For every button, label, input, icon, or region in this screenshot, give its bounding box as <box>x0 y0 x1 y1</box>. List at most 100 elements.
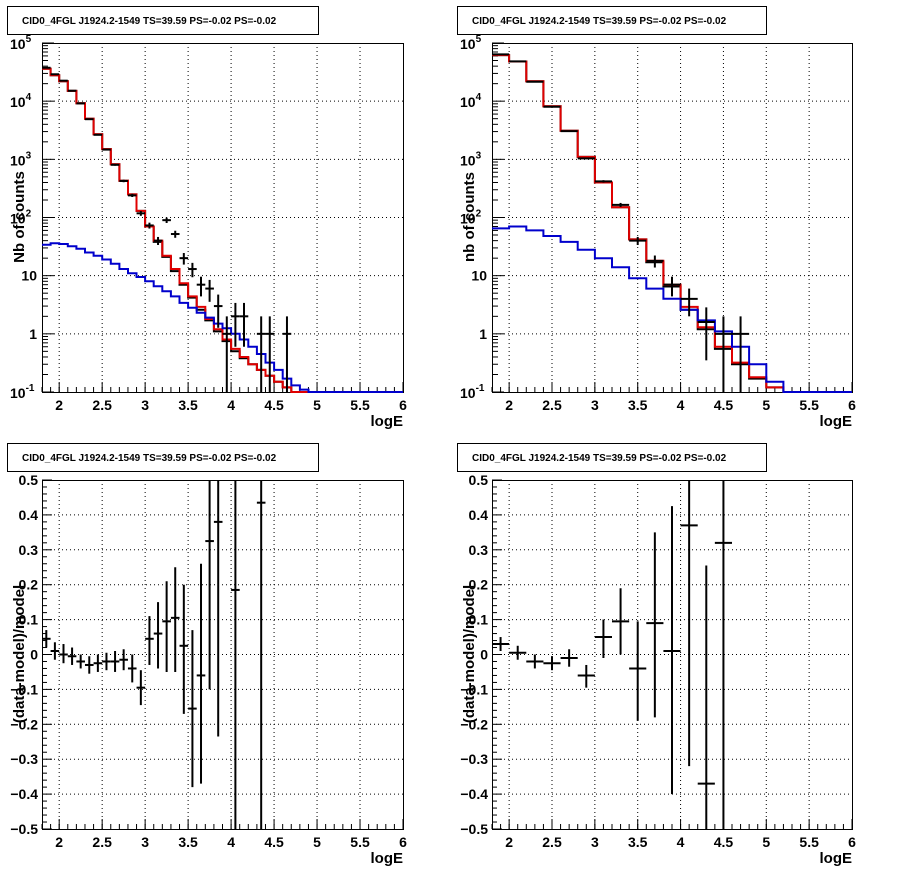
data-point <box>492 637 510 652</box>
y-tick-label: 103 <box>460 150 482 168</box>
data-point <box>205 279 214 302</box>
x-tick-label: 5.5 <box>799 397 819 413</box>
data-point <box>76 102 85 105</box>
y-tick-label: −0.1 <box>460 681 488 697</box>
data-point <box>612 588 630 655</box>
model-total-series <box>42 67 403 393</box>
x-tick-label: 4.5 <box>264 834 284 850</box>
data-point <box>594 180 612 183</box>
x-tick-label: 4 <box>227 834 235 850</box>
data-point <box>170 567 180 672</box>
y-tick-label: 0.1 <box>469 612 489 628</box>
chart-title: CID0_4FGL J1924.2-1549 TS=39.59 PS=-0.02… <box>472 16 727 27</box>
y-tick-label: 0.4 <box>469 507 489 523</box>
data-point <box>213 480 223 737</box>
x-tick-label: 2 <box>55 397 63 413</box>
chart-title-box <box>7 6 319 35</box>
data-point <box>188 262 197 278</box>
y-tick-label: 0.2 <box>469 577 489 593</box>
data-point <box>153 236 163 245</box>
x-tick-label: 4 <box>227 397 235 413</box>
data-point <box>119 179 128 183</box>
data-point <box>205 480 214 690</box>
data-point <box>256 316 266 392</box>
y-tick-label: 10 <box>21 268 37 284</box>
y-tick-label: −0.1 <box>10 681 38 697</box>
chart-title: CID0_4FGL J1924.2-1549 TS=39.59 PS=-0.02… <box>472 453 727 464</box>
data-point <box>697 565 715 829</box>
x-tick-label: 5.5 <box>350 834 370 850</box>
x-tick-label: 4 <box>677 834 685 850</box>
data-point <box>59 644 68 664</box>
x-tick-label: 5 <box>762 397 770 413</box>
data-point <box>282 316 292 392</box>
data-point <box>265 316 275 392</box>
x-tick-label: 3 <box>591 397 599 413</box>
data-point <box>646 255 664 268</box>
x-axis-label: logE <box>820 850 853 867</box>
data-point <box>577 664 595 688</box>
y-tick-label: 103 <box>10 150 32 168</box>
data-point <box>732 316 750 392</box>
data-point <box>145 222 154 229</box>
x-tick-label: 4.5 <box>714 397 734 413</box>
y-tick-label: 102 <box>460 209 482 227</box>
x-tick-label: 2.5 <box>92 397 112 413</box>
data-point <box>145 616 154 665</box>
data-point <box>102 652 111 671</box>
y-tick-label: 10-1 <box>460 383 485 401</box>
data-point <box>239 302 249 347</box>
x-tick-label: 2 <box>505 397 513 413</box>
y-tick-label: −0.5 <box>10 821 38 837</box>
data-point <box>629 236 647 245</box>
y-tick-label: −0.3 <box>10 751 38 767</box>
x-tick-label: 3.5 <box>628 834 648 850</box>
chart-title-box <box>457 6 767 35</box>
chart-title: CID0_4FGL J1924.2-1549 TS=39.59 PS=-0.02… <box>22 453 277 464</box>
y-tick-label: −0.5 <box>460 821 488 837</box>
x-tick-label: 5.5 <box>799 834 819 850</box>
y-tick-label: 0.2 <box>19 577 39 593</box>
x-tick-label: 2.5 <box>542 834 562 850</box>
y-tick-label: 0 <box>30 647 38 663</box>
data-point <box>42 630 51 648</box>
y-tick-label: −0.2 <box>460 716 488 732</box>
data-point <box>179 253 189 265</box>
x-tick-label: 6 <box>848 834 856 850</box>
y-tick-label: −0.3 <box>460 751 488 767</box>
chart-title-box <box>7 443 319 472</box>
x-axis-label: logE <box>371 413 404 430</box>
data-point <box>162 217 171 223</box>
y-tick-label: −0.4 <box>460 786 488 802</box>
data-point <box>560 649 578 667</box>
data-point <box>136 211 146 216</box>
data-point <box>697 307 715 361</box>
y-tick-label: −0.2 <box>10 716 38 732</box>
y-tick-label: 0.1 <box>19 612 39 628</box>
data-point <box>136 670 146 706</box>
chart-title: CID0_4FGL J1924.2-1549 TS=39.59 PS=-0.02… <box>22 16 277 27</box>
data-point <box>663 506 681 795</box>
data-point <box>93 133 103 136</box>
y-axis-label: (data-model)/model <box>11 585 28 723</box>
x-tick-label: 3 <box>591 834 599 850</box>
x-axis-label: logE <box>820 413 853 430</box>
y-tick-label: 0.3 <box>19 542 39 558</box>
data-point <box>231 480 240 829</box>
data-point <box>84 118 94 121</box>
x-tick-label: 6 <box>399 397 407 413</box>
x-tick-label: 2 <box>505 834 513 850</box>
data-point <box>188 630 197 788</box>
y-tick-label: 105 <box>10 34 32 52</box>
data-point <box>222 316 232 392</box>
data-point <box>663 276 681 297</box>
data-point <box>162 581 171 672</box>
y-tick-label: 104 <box>10 92 32 110</box>
x-tick-label: 4 <box>677 397 685 413</box>
x-axis-label: logE <box>371 850 404 867</box>
data-point <box>110 651 120 672</box>
y-tick-label: −0.4 <box>10 786 38 802</box>
data-point <box>680 480 698 767</box>
data-point <box>179 584 189 714</box>
model-background-series <box>42 242 403 393</box>
